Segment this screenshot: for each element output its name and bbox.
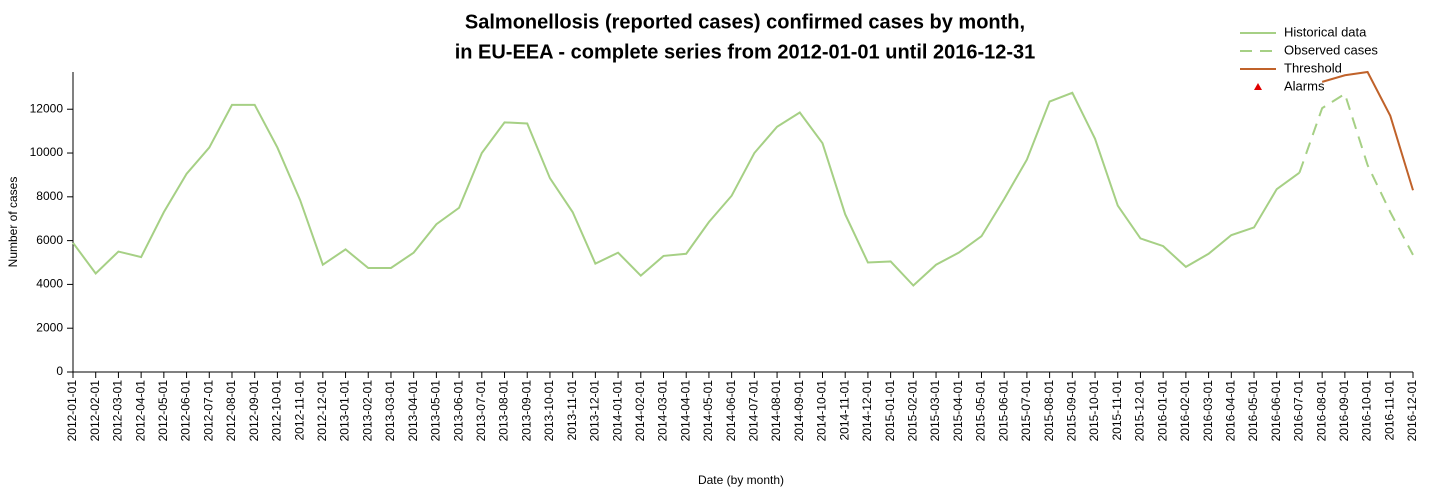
x-tick-label: 2012-08-01 [224,380,238,442]
x-tick-label: 2013-06-01 [451,380,465,442]
x-tick-label: 2015-01-01 [883,380,897,442]
y-tick-label: 8000 [36,189,63,203]
y-tick-label: 2000 [36,320,63,334]
x-tick-label: 2014-06-01 [724,380,738,442]
x-tick-label: 2014-11-01 [837,380,851,441]
x-tick-label: 2015-06-01 [996,380,1010,442]
series-line [72,91,1301,287]
x-tick-label: 2015-10-01 [1087,380,1101,442]
x-tick-label: 2015-08-01 [1042,380,1056,442]
x-tick-label: 2013-09-01 [519,380,533,442]
x-tick-label: 2012-07-01 [201,380,215,442]
x-tick-label: 2016-02-01 [1178,380,1192,442]
x-axis-label: Date (by month) [698,473,784,487]
x-tick-label: 2012-11-01 [292,380,306,441]
x-tick-label: 2013-11-01 [565,380,579,441]
x-tick-label: 2015-02-01 [906,380,920,442]
x-tick-label: 2012-03-01 [111,380,125,442]
chart-title: in EU-EEA - complete series from 2012-01… [455,41,1036,63]
x-tick-label: 2013-01-01 [338,380,352,442]
x-tick-label: 2015-03-01 [928,380,942,442]
legend-label: Alarms [1284,78,1325,93]
legend-label: Threshold [1284,60,1342,75]
y-tick-label: 10000 [30,145,64,159]
legend-label: Historical data [1284,24,1367,39]
x-tick-label: 2014-08-01 [769,380,783,442]
chart-title: Salmonellosis (reported cases) confirmed… [465,11,1025,33]
x-tick-label: 2013-02-01 [360,380,374,442]
legend-label: Observed cases [1284,42,1378,57]
x-tick-label: 2014-05-01 [701,380,715,442]
x-tick-label: 2012-12-01 [315,380,329,442]
x-tick-label: 2013-05-01 [429,380,443,442]
x-tick-label: 2012-10-01 [270,380,284,442]
x-tick-label: 2014-04-01 [678,380,692,442]
x-tick-label: 2012-09-01 [247,380,261,442]
x-tick-label: 2014-01-01 [610,380,624,442]
x-tick-label: 2014-10-01 [815,380,829,442]
x-tick-label: 2015-05-01 [974,380,988,442]
x-tick-label: 2015-07-01 [1019,380,1033,442]
x-tick-label: 2013-04-01 [406,380,420,442]
y-tick-label: 6000 [36,233,63,247]
series-line [1321,70,1414,191]
y-axis-label: Number of cases [6,177,20,268]
x-tick-label: 2012-02-01 [88,380,102,442]
x-tick-label: 2016-12-01 [1405,380,1419,442]
y-tick-label: 4000 [36,277,63,291]
x-tick-label: 2015-04-01 [951,380,965,442]
x-tick-label: 2016-05-01 [1246,380,1260,442]
x-tick-label: 2013-07-01 [474,380,488,442]
x-tick-label: 2016-09-01 [1337,380,1351,442]
y-tick-label: 12000 [30,101,64,115]
x-tick-label: 2013-12-01 [588,380,602,442]
x-tick-label: 2015-12-01 [1133,380,1147,442]
x-tick-label: 2016-08-01 [1314,380,1328,442]
x-tick-label: 2013-08-01 [497,380,511,442]
x-tick-label: 2014-03-01 [656,380,670,442]
x-tick-label: 2013-03-01 [383,380,397,442]
x-tick-label: 2015-11-01 [1110,380,1124,441]
x-tick-label: 2016-10-01 [1360,380,1374,442]
x-tick-label: 2014-12-01 [860,380,874,442]
x-tick-label: 2014-07-01 [747,380,761,442]
x-tick-label: 2015-09-01 [1064,380,1078,442]
x-tick-label: 2014-02-01 [633,380,647,442]
x-tick-label: 2016-04-01 [1223,380,1237,442]
x-tick-label: 2012-06-01 [179,380,193,442]
x-tick-label: 2012-04-01 [133,380,147,442]
x-tick-label: 2014-09-01 [792,380,806,442]
x-tick-label: 2016-11-01 [1382,380,1396,441]
x-tick-label: 2016-03-01 [1201,380,1215,442]
x-tick-label: 2016-07-01 [1292,380,1306,442]
legend-marker [1254,83,1262,90]
x-tick-label: 2013-10-01 [542,380,556,442]
x-tick-label: 2016-01-01 [1155,380,1169,442]
x-tick-label: 2012-01-01 [65,380,79,442]
x-tick-label: 2012-05-01 [156,380,170,442]
x-tick-label: 2016-06-01 [1269,380,1283,442]
series-line [1298,92,1414,256]
y-tick-label: 0 [56,364,63,378]
